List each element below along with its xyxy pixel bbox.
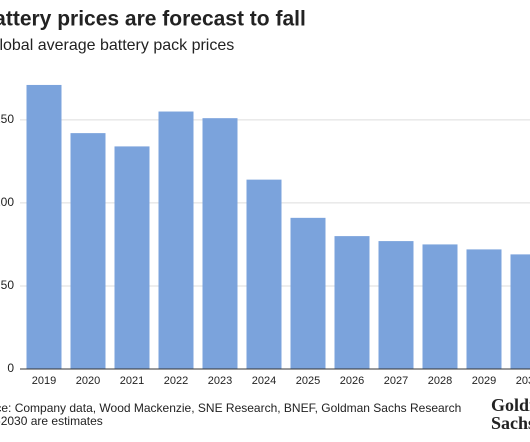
x-tick-label: 2023 — [208, 375, 232, 387]
x-tick-label: 2029 — [472, 375, 496, 387]
chart-subtitle: Global average battery pack prices — [0, 37, 234, 54]
x-tick-label: 2020 — [76, 375, 100, 387]
x-tick-label: 2022 — [164, 375, 188, 387]
note: 2025-2030 are estimates — [0, 414, 103, 428]
bar — [114, 146, 150, 369]
bar — [158, 111, 194, 370]
logo: Sachs — [491, 413, 530, 433]
x-tick-label: 2027 — [384, 375, 408, 387]
logo: Goldman — [491, 395, 530, 415]
bar — [290, 217, 326, 369]
bar — [202, 118, 238, 369]
bar — [422, 244, 458, 369]
chart-title: Battery prices are forecast to fall — [0, 8, 306, 31]
x-tick-label: 2021 — [120, 375, 144, 387]
y-tick-label: 50 — [1, 278, 15, 292]
x-tick-label: 2030 — [516, 375, 530, 387]
bar — [26, 84, 62, 369]
y-tick-label: 150 — [0, 112, 14, 126]
bar — [70, 133, 106, 369]
x-tick-label: 2024 — [252, 375, 276, 387]
x-tick-label: 2028 — [428, 375, 452, 387]
bar — [466, 249, 502, 369]
bar — [334, 236, 370, 369]
x-tick-label: 2026 — [340, 375, 364, 387]
x-tick-label: 2019 — [32, 375, 56, 387]
bar — [378, 241, 414, 369]
source: Source: Company data, Wood Mackenzie, SN… — [0, 401, 461, 415]
y-tick-label: 100 — [0, 195, 14, 209]
bar — [246, 179, 282, 369]
y-tick-label: 0 — [7, 361, 14, 375]
x-tick-label: 2025 — [296, 375, 320, 387]
bar — [510, 254, 530, 369]
